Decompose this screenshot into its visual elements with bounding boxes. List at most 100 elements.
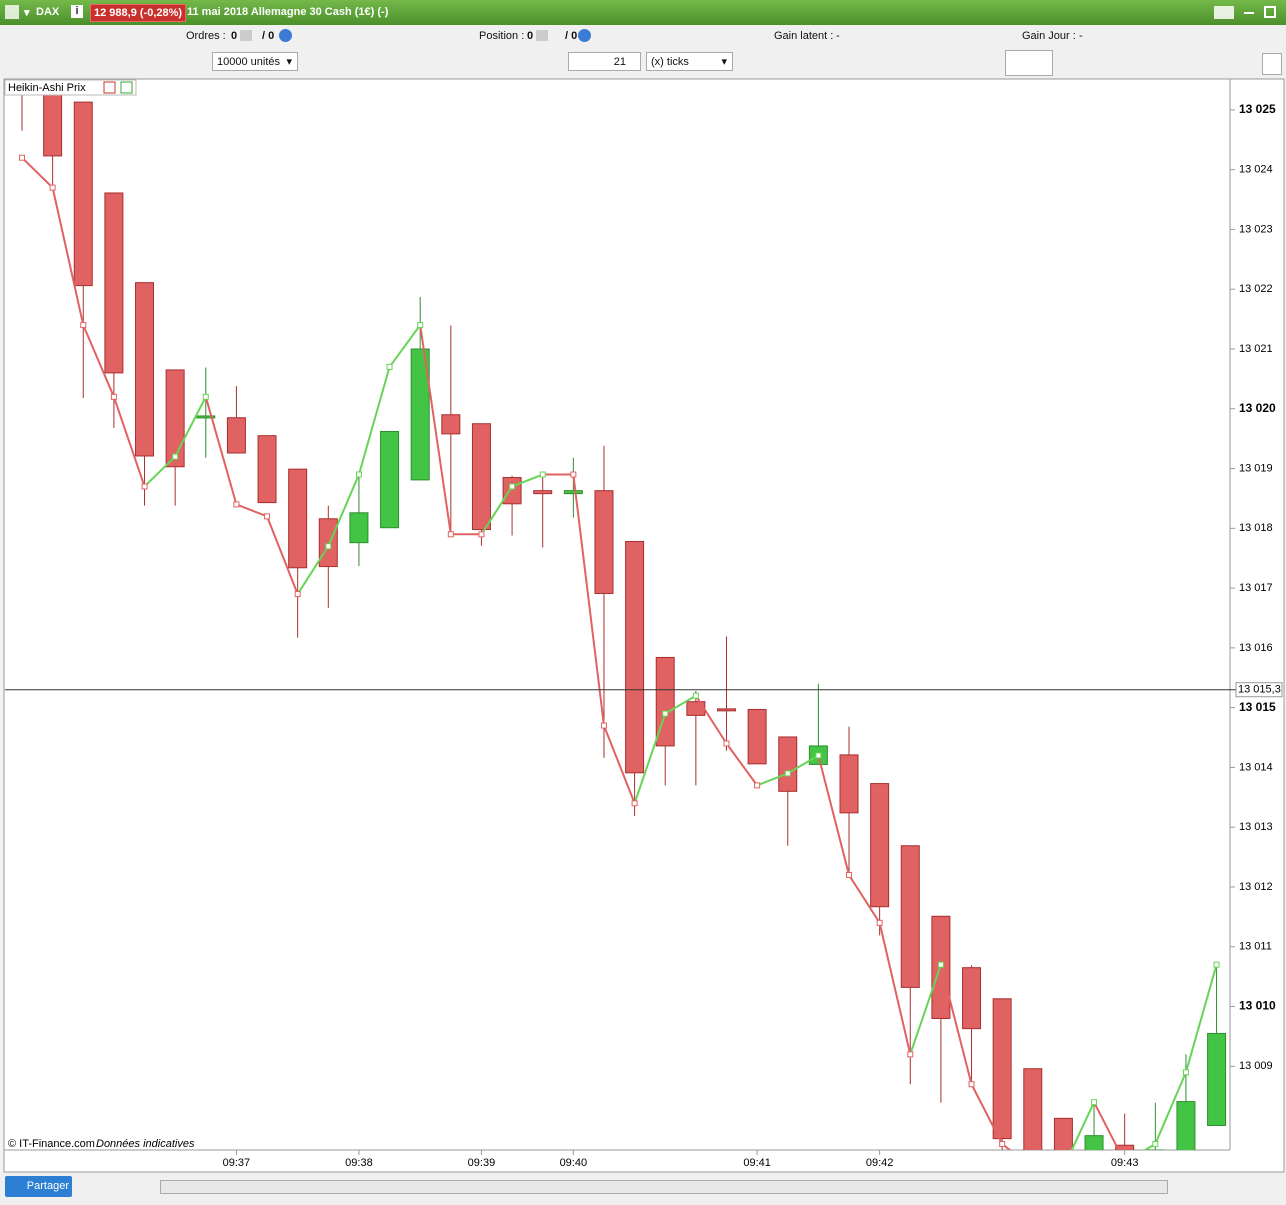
price-point (815, 752, 822, 759)
price-line-segment (327, 474, 360, 547)
menu-icon[interactable] (5, 5, 19, 19)
share-button[interactable]: Partager (5, 1176, 72, 1197)
price-line-segment (848, 874, 881, 924)
candle-body (747, 708, 767, 765)
info-icon[interactable]: i (71, 5, 83, 18)
price-point (110, 393, 117, 400)
price-line-segment (1070, 1101, 1095, 1150)
y-tick-label: 13 009 (1239, 1060, 1273, 1072)
price-line-segment (388, 324, 421, 368)
candle-body (349, 512, 369, 544)
price-line-segment (112, 396, 146, 487)
y-tick-label: 13 016 (1239, 642, 1273, 654)
candle-body (410, 348, 430, 481)
cancel-icon[interactable] (240, 30, 252, 41)
price-line-segment (51, 187, 85, 326)
candle-body (1176, 1101, 1196, 1150)
candle-body (165, 369, 185, 468)
scrollbar[interactable] (160, 1180, 1168, 1194)
y-tick-label: 13 013 (1239, 821, 1273, 833)
price-point (264, 513, 271, 520)
chart: Heikin-Ashi Prix © IT-Finance.com Donnée… (3, 78, 1285, 1173)
copyright: © IT-Finance.com (8, 1138, 95, 1150)
gain-latent-label: Gain latent : (774, 30, 834, 42)
orders-value: 0 (231, 30, 238, 42)
y-tick-label: 13 022 (1239, 283, 1273, 295)
price-line-segment (603, 725, 636, 804)
quantity: 10000 unités (217, 56, 280, 68)
maximize[interactable] (1264, 6, 1276, 18)
candle-body (1115, 1144, 1135, 1150)
price-point (355, 471, 362, 478)
price-point (1091, 1099, 1098, 1106)
gain-latent-value: - (836, 30, 840, 42)
price-point (172, 453, 179, 460)
x-tick-label: 09:38 (345, 1157, 373, 1169)
step-unit-select[interactable]: (x) ticks ▾ (646, 52, 733, 71)
price-point (662, 710, 669, 717)
step-input[interactable]: 21 (568, 52, 641, 71)
crosshair-label: 13 015,3 (1238, 684, 1281, 696)
candle-body (441, 414, 461, 435)
price-point (846, 872, 853, 879)
price-line-segment (143, 455, 176, 488)
side-toggle[interactable] (1262, 53, 1282, 75)
candle-body (962, 967, 982, 1030)
indicator-label[interactable]: Heikin-Ashi Prix (8, 82, 86, 94)
settings-icon[interactable] (279, 29, 292, 42)
candle-body (1084, 1135, 1104, 1150)
candle-body (226, 417, 246, 454)
y-tick-label: 13 019 (1239, 462, 1273, 474)
disclaimer: Données indicatives (96, 1138, 195, 1150)
y-tick-label: 13 021 (1239, 343, 1273, 355)
orders-label: Ordres : (186, 30, 226, 42)
candle-body (288, 468, 308, 569)
price-line-segment (204, 396, 238, 505)
x-tick-label: 09:43 (1111, 1157, 1139, 1169)
cancel-icon[interactable] (536, 30, 548, 41)
candle-body (992, 998, 1012, 1140)
minimize[interactable] (1244, 12, 1254, 14)
price-line-segment (725, 742, 758, 786)
y-tick-label: 13 017 (1239, 582, 1273, 594)
remove-icon[interactable] (103, 81, 116, 94)
x-tick-label: 09:42 (866, 1157, 894, 1169)
chart-type-button[interactable] (1005, 50, 1053, 76)
y-tick-label: 13 015 (1239, 700, 1276, 714)
price-line-segment (1001, 1143, 1012, 1150)
x-tick-label: 09:41 (743, 1157, 771, 1169)
price-line-segment (266, 516, 299, 595)
candle-body (900, 845, 920, 988)
candle-body (43, 88, 63, 157)
price-point (19, 154, 25, 161)
price-line-segment (236, 503, 268, 518)
price-point (999, 1141, 1006, 1148)
step-unit: (x) ticks (651, 56, 689, 68)
price-point (754, 782, 761, 789)
symbol[interactable]: DAX (36, 6, 60, 18)
price-point (907, 1051, 914, 1058)
y-tick-label: 13 010 (1239, 999, 1276, 1013)
price-line-segment (1143, 1143, 1156, 1150)
y-tick-label: 13 012 (1239, 881, 1273, 893)
candle-body (104, 192, 124, 374)
x-tick-label: 09:39 (468, 1157, 496, 1169)
price-point (478, 531, 485, 538)
quantity-select[interactable]: 10000 unités ▾ (212, 52, 298, 71)
price-point (141, 483, 148, 490)
candle-body (839, 754, 859, 814)
price-line-segment (1184, 964, 1218, 1073)
keyboard-icon[interactable] (1214, 6, 1234, 19)
settings-icon[interactable] (578, 29, 591, 42)
y-tick-label: 13 020 (1239, 401, 1276, 415)
price-line-segment (82, 324, 115, 398)
candle-body (196, 415, 216, 419)
candle-body (625, 540, 645, 774)
price-line-segment (817, 755, 850, 876)
price-line-segment (1093, 1101, 1120, 1150)
price-point (509, 483, 516, 490)
gain-day-label: Gain Jour : (1022, 30, 1076, 42)
bottom-bar: Partager (0, 1173, 1286, 1205)
add-icon[interactable] (120, 81, 133, 94)
